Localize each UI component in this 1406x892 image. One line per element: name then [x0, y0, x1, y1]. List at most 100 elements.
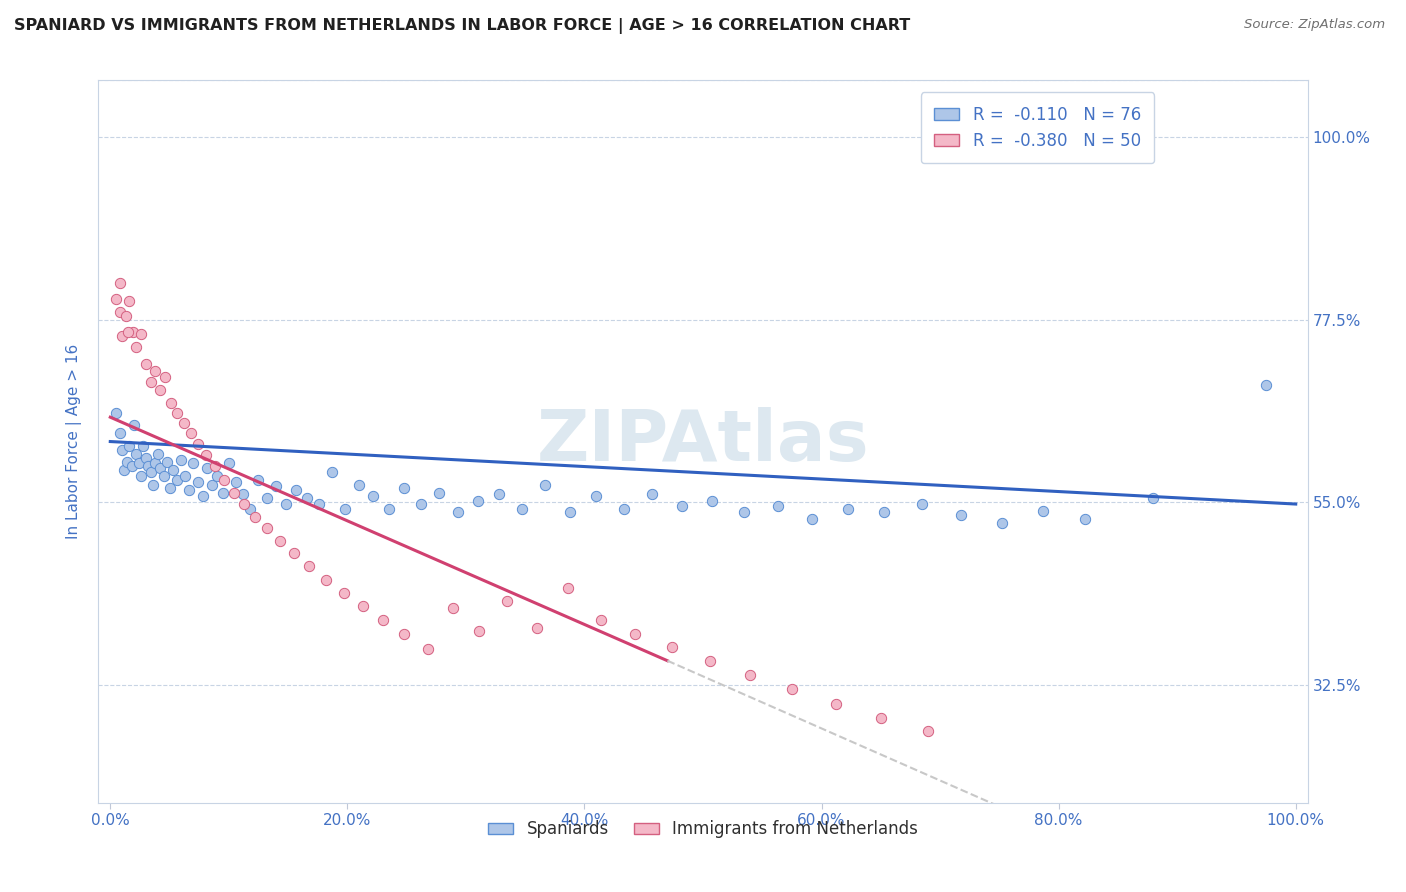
Point: [780, 682, 803, 697]
Point: [180, 426, 202, 441]
Point: [128, 457, 150, 471]
Point: [105, 406, 128, 420]
Point: [321, 465, 343, 479]
Point: [187, 437, 209, 451]
Point: [153, 369, 176, 384]
Point: [118, 294, 141, 309]
Point: [467, 493, 489, 508]
Point: [173, 416, 195, 430]
Point: [181, 457, 204, 471]
Point: [352, 599, 374, 614]
Point: [108, 426, 131, 441]
Point: [114, 463, 136, 477]
Point: [950, 508, 973, 522]
Point: [699, 654, 721, 668]
Point: [132, 439, 155, 453]
Point: [135, 358, 157, 372]
Point: [136, 458, 159, 473]
Point: [409, 497, 432, 511]
Point: [195, 448, 218, 462]
Point: [371, 613, 394, 627]
Point: [557, 581, 579, 595]
Point: [111, 329, 134, 343]
Point: [510, 502, 533, 516]
Point: [212, 485, 235, 500]
Point: [142, 477, 165, 491]
Point: [873, 505, 896, 519]
Point: [613, 502, 636, 516]
Point: [111, 442, 134, 457]
Point: [108, 304, 131, 318]
Point: [441, 601, 464, 615]
Point: [837, 502, 859, 516]
Point: [222, 485, 245, 500]
Point: [427, 485, 450, 500]
Point: [105, 293, 128, 307]
Point: [298, 558, 321, 573]
Point: [671, 500, 693, 514]
Point: [162, 463, 184, 477]
Point: [149, 384, 172, 398]
Point: [166, 473, 188, 487]
Point: [1073, 511, 1095, 525]
Point: [911, 497, 934, 511]
Point: [702, 493, 724, 508]
Point: [363, 489, 385, 503]
Point: [205, 469, 228, 483]
Point: [766, 500, 789, 514]
Point: [333, 586, 356, 600]
Text: Source: ZipAtlas.com: Source: ZipAtlas.com: [1244, 18, 1385, 31]
Point: [869, 710, 891, 724]
Point: [394, 627, 416, 641]
Point: [121, 325, 143, 339]
Point: [1254, 377, 1277, 392]
Point: [264, 479, 287, 493]
Y-axis label: In Labor Force | Age > 16: In Labor Force | Age > 16: [66, 344, 83, 539]
Point: [496, 594, 519, 608]
Point: [212, 473, 235, 487]
Point: [446, 505, 468, 519]
Point: [125, 447, 148, 461]
Point: [114, 309, 136, 323]
Point: [378, 502, 401, 516]
Point: [129, 326, 152, 341]
Point: [191, 489, 214, 503]
Point: [118, 439, 141, 453]
Point: [239, 502, 262, 516]
Point: [187, 475, 209, 490]
Point: [233, 497, 256, 511]
Point: [139, 376, 162, 390]
Point: [177, 483, 200, 498]
Point: [143, 364, 166, 378]
Point: [115, 455, 138, 469]
Point: [1142, 491, 1164, 506]
Point: [170, 453, 193, 467]
Point: [247, 473, 270, 487]
Point: [585, 489, 607, 503]
Point: [394, 481, 416, 495]
Point: [139, 465, 162, 479]
Point: [256, 491, 278, 506]
Point: [218, 457, 240, 471]
Point: [416, 641, 439, 656]
Point: [468, 624, 491, 638]
Point: [152, 469, 174, 483]
Point: [308, 497, 330, 511]
Point: [283, 546, 305, 560]
Point: [166, 406, 188, 420]
Legend: Spaniards, Immigrants from Netherlands: Spaniards, Immigrants from Netherlands: [481, 814, 925, 845]
Point: [624, 627, 647, 641]
Point: [225, 475, 247, 490]
Point: [159, 481, 181, 495]
Point: [285, 483, 308, 498]
Point: [589, 613, 612, 627]
Point: [108, 277, 131, 291]
Point: [824, 697, 846, 711]
Point: [315, 573, 337, 587]
Point: [197, 461, 219, 475]
Point: [174, 469, 197, 483]
Point: [159, 396, 181, 410]
Point: [129, 469, 152, 483]
Text: ZIPAtlas: ZIPAtlas: [537, 407, 869, 476]
Point: [641, 487, 664, 501]
